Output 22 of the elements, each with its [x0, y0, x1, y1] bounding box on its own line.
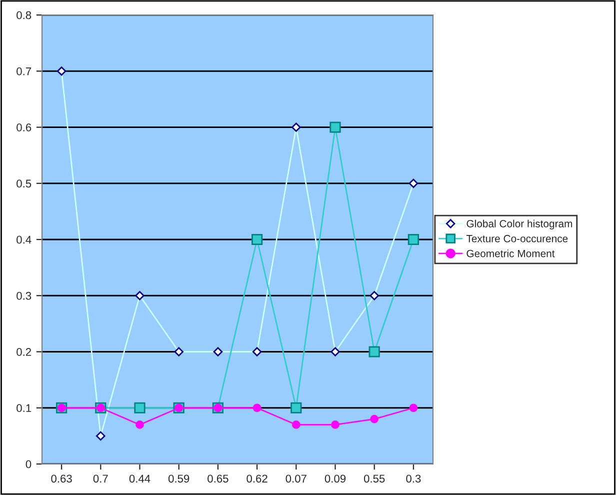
y-tick-label: 0.3 [16, 292, 32, 300]
x-tick-label: 0.09 [324, 474, 346, 483]
y-tick-label: 0.1 [16, 404, 32, 412]
x-tick-label: 0.63 [51, 474, 72, 483]
x-tick-label: 0.55 [364, 474, 385, 483]
x-tick-label: 0.3 [406, 474, 421, 483]
x-tick-label: 0.07 [286, 474, 306, 483]
y-tick-label: 0.6 [16, 124, 32, 132]
y-tick-label: 0.5 [16, 180, 32, 188]
y-tick-label: 0.4 [16, 236, 32, 244]
y-tick-label: 0.8 [16, 11, 32, 20]
legend-label: Texture Co-occurence [466, 234, 568, 242]
x-tick-label: 0.44 [129, 474, 150, 483]
y-tick-label: 0 [26, 460, 32, 468]
x-tick-label: 0.65 [208, 474, 228, 483]
x-tick-label: 0.62 [246, 474, 268, 483]
y-tick-label: 0.2 [16, 348, 32, 356]
x-tick-label: 0.59 [168, 474, 190, 483]
legend-label: Geometric Moment [466, 250, 555, 258]
y-tick-label: 0.7 [16, 67, 32, 76]
legend-label: Global Color histogram [466, 220, 572, 230]
x-tick-label: 0.7 [93, 474, 108, 483]
